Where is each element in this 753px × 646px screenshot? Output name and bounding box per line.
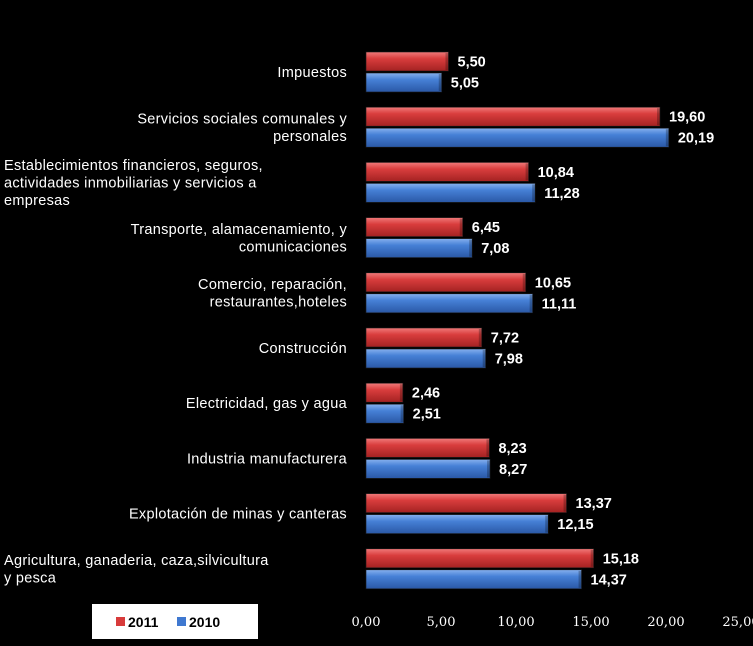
bar-2011-2: [365, 162, 529, 182]
category-label-4: Comercio, reparación, restaurantes,hotele…: [198, 277, 347, 311]
bar-edge-2011-8: [563, 494, 567, 512]
bar-2010-8: [365, 514, 549, 534]
bar-edge-2011-5: [478, 329, 482, 346]
bar-edge-2011-4: [522, 273, 526, 291]
data-label-2011-5: 7,72: [491, 331, 519, 347]
bar-2011-5: [365, 327, 483, 348]
data-label-2010-1: 20,19: [678, 131, 714, 147]
bar-2011-3: [365, 217, 464, 237]
data-label-2011-7: 8,23: [498, 441, 526, 457]
category-label-2: Establecimientos financieros, seguros, ac…: [4, 158, 263, 209]
data-label-2011-8: 13,37: [576, 496, 612, 512]
legend-label-2010: 2010: [189, 614, 220, 630]
bar-edge-2011-1: [657, 108, 660, 126]
data-label-2010-5: 7,98: [495, 352, 523, 368]
bar-edge-2010-1: [665, 129, 669, 147]
category-label-5: Construcción: [259, 341, 347, 357]
data-label-2010-3: 7,08: [481, 241, 509, 257]
data-label-2011-6: 2,46: [412, 386, 440, 402]
bar-2011-7: [365, 438, 490, 458]
bar-edge-2010-9: [578, 570, 582, 588]
bar-2010-0: [365, 72, 443, 93]
bar-edge-2011-2: [525, 163, 529, 181]
bar-2010-3: [365, 238, 473, 258]
bar-2010-9: [365, 569, 582, 590]
bar-edge-2011-7: [486, 439, 490, 457]
bar-edge-2010-4: [529, 294, 533, 312]
category-label-9: Agricultura, ganaderia, caza,silvicultur…: [4, 553, 269, 587]
plot-area: 5,50 5,05 19,60 20,19 10,84 11,28 6,45 7,08 10,6…: [365, 51, 714, 590]
data-label-2011-1: 19,60: [669, 110, 705, 126]
legend: 2011 2010: [92, 604, 258, 639]
x-tick-label-0: 0,00: [352, 615, 381, 630]
bar-2011-1: [365, 106, 661, 127]
bar-2011-0: [365, 51, 449, 72]
x-tick-label-3: 15,00: [572, 615, 609, 630]
bar-edge-2010-8: [545, 515, 549, 533]
category-label-8: Explotación de minas y canteras: [129, 507, 347, 523]
bar-2010-2: [365, 183, 536, 203]
data-label-2010-9: 14,37: [591, 572, 627, 588]
data-label-2010-6: 2,51: [413, 407, 441, 423]
data-label-2011-2: 10,84: [538, 165, 574, 181]
bar-2010-4: [365, 293, 533, 314]
x-tick-label-2: 10,00: [497, 615, 534, 630]
data-label-2010-0: 5,05: [451, 76, 479, 92]
bar-edge-2010-7: [487, 460, 491, 478]
bar-2010-6: [365, 403, 404, 424]
category-label-7: Industria manufacturera: [187, 451, 348, 467]
data-label-2010-4: 11,11: [542, 296, 577, 312]
data-label-2010-8: 12,15: [557, 517, 593, 533]
bar-2010-1: [365, 127, 670, 148]
bar-2010-5: [365, 348, 486, 369]
category-label-3: Transporte, alamacenamiento, y comunicaci…: [131, 222, 348, 256]
data-label-2011-0: 5,50: [458, 55, 486, 71]
x-tick-label-1: 5,00: [427, 615, 456, 630]
data-label-2011-4: 10,65: [535, 275, 571, 291]
x-axis: 0,00 5,00 10,00 15,00 20,00 25,00: [352, 615, 753, 630]
bar-edge-2011-6: [399, 384, 403, 402]
bar-2011-4: [365, 272, 527, 293]
bar-edge-2010-3: [469, 239, 473, 257]
category-label-0: Impuestos: [277, 65, 347, 81]
bar-edge-2010-6: [400, 405, 404, 423]
legend-label-2011: 2011: [128, 614, 159, 630]
data-label-2010-2: 11,28: [544, 186, 580, 202]
bar-edge-2010-5: [482, 350, 486, 367]
x-tick-label-5: 25,00: [722, 615, 753, 630]
data-label-2011-3: 6,45: [472, 220, 500, 236]
category-label-1: Servicios sociales comunales y personales: [137, 111, 347, 145]
x-tick-label-4: 20,00: [647, 615, 684, 630]
bar-edge-2011-9: [590, 549, 594, 567]
bar-edge-2010-2: [532, 184, 536, 202]
legend-swatch-2011: [116, 617, 125, 626]
bar-2011-8: [365, 493, 567, 513]
data-label-2011-9: 15,18: [603, 551, 639, 567]
legend-swatch-2010: [177, 617, 186, 626]
bar-2011-6: [365, 382, 404, 403]
bar-edge-2011-3: [459, 218, 463, 236]
bar-2010-7: [365, 459, 491, 479]
bar-edge-2011-0: [445, 53, 449, 70]
data-label-2010-7: 8,27: [499, 462, 527, 478]
bar-edge-2010-0: [438, 74, 442, 91]
bar-2011-9: [365, 548, 594, 569]
category-label-6: Electricidad, gas y agua: [186, 396, 348, 412]
